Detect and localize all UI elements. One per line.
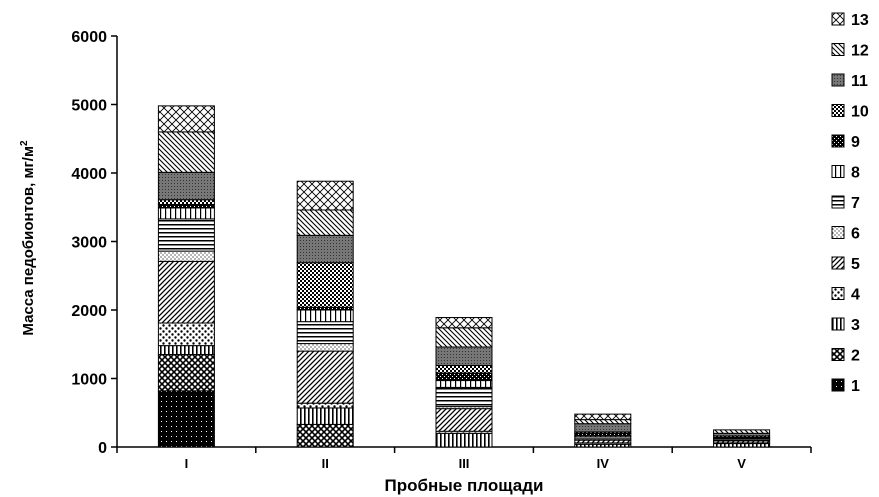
legend-swatch-7 [831, 195, 845, 209]
legend-swatch-12 [831, 43, 845, 56]
bar-segment-IV-series-13 [574, 413, 632, 421]
legend-swatch-9 [831, 134, 845, 148]
y-tick-group: 0 1000 2000 3000 4000 5000 6000 [71, 29, 117, 457]
bar-segment-V-series-12 [713, 429, 771, 434]
bar-group [157, 105, 771, 448]
x-tick-group: I II III IV V [116, 447, 812, 471]
y-axis-label-superscript: 2 [19, 140, 30, 146]
bar-segment-IV-series-12 [574, 419, 632, 425]
legend-label-13: 13 [851, 12, 869, 29]
bar-segment-III-series-8 [435, 380, 493, 388]
legend-swatch-5 [831, 256, 845, 270]
legend-swatch-11 [831, 73, 845, 87]
bar-segment-II-series-4 [296, 402, 354, 409]
bar-segment-III-series-10 [435, 364, 493, 374]
legend-label-11: 11 [851, 73, 868, 90]
bar-segment-V-series-3 [713, 443, 771, 448]
bar-segment-II-series-8 [296, 309, 354, 323]
x-tick-label: V [737, 456, 746, 471]
bar-segment-II-series-11 [296, 234, 354, 264]
bar-segment-I-series-4 [157, 322, 215, 347]
legend-label-10: 10 [851, 104, 869, 121]
bar-segment-I-series-11 [157, 171, 215, 201]
bar-segment-II-series-5 [296, 350, 354, 404]
legend-swatch-4 [831, 287, 845, 300]
bar-segment-II-series-13 [296, 180, 354, 211]
y-tick-label: 1000 [71, 372, 107, 389]
bar-segment-I-series-2 [157, 354, 215, 392]
bar-segment-II-series-6 [296, 343, 354, 352]
x-tick-label: IV [597, 456, 610, 471]
y-axis-label-main: Масса педобионтов, мг/м [20, 146, 37, 336]
bar-segment-I-series-9 [157, 204, 215, 209]
x-axis-label: Пробные площади [385, 476, 544, 495]
legend-label-1: 1 [851, 378, 860, 395]
bar-segment-II-series-10 [296, 262, 354, 308]
bar-segment-III-series-9 [435, 372, 493, 382]
legend-swatch-13 [831, 12, 845, 26]
bar-segment-III-series-7 [435, 386, 493, 408]
legend-label-7: 7 [851, 195, 860, 212]
bar-segment-I-series-1 [157, 390, 215, 448]
bar-segment-II-series-7 [296, 321, 354, 345]
legend-label-8: 8 [851, 165, 860, 182]
bar-segment-I-series-13 [157, 105, 215, 133]
bar-segment-II-series-2 [296, 423, 354, 448]
y-tick-label: 4000 [71, 166, 107, 183]
legend-label-3: 3 [851, 317, 860, 334]
legend-label-4: 4 [851, 287, 860, 304]
legend-swatch-6 [831, 226, 845, 239]
bar-segment-I-series-10 [157, 199, 215, 206]
bar-segment-III-series-12 [435, 327, 493, 348]
x-tick-label: II [322, 456, 329, 471]
x-tick-label: I [185, 456, 189, 471]
legend-label-9: 9 [851, 134, 860, 151]
y-axis-label: Масса педобионтов, мг/м2 [19, 140, 37, 336]
legend: 13 12 11 10 9 8 7 6 5 4 3 2 1 [831, 12, 869, 395]
bar-segment-I-series-5 [157, 260, 215, 324]
legend-swatch-10 [831, 104, 845, 117]
bar-segment-I-series-8 [157, 207, 215, 220]
y-tick-label: 6000 [71, 29, 107, 46]
bar-segment-I-series-12 [157, 131, 215, 173]
bar-segment-III-series-5 [435, 408, 493, 432]
legend-swatch-8 [831, 165, 845, 178]
legend-swatch-2 [831, 348, 845, 361]
bar-segment-II-series-12 [296, 209, 354, 236]
bar-segment-IV-series-11 [574, 423, 632, 433]
y-tick-label: 0 [98, 440, 107, 457]
legend-label-5: 5 [851, 256, 860, 273]
bar-segment-III-series-11 [435, 346, 493, 366]
legend-swatch-3 [831, 317, 845, 331]
bar-segment-III-series-3 [435, 432, 493, 448]
bar-segment-II-series-3 [296, 407, 354, 425]
bar-segment-III-series-13 [435, 317, 493, 329]
bar-segment-I-series-6 [157, 250, 215, 262]
legend-swatch-1 [831, 378, 845, 392]
legend-label-6: 6 [851, 226, 860, 243]
bar-segment-I-series-7 [157, 218, 215, 252]
legend-label-12: 12 [851, 43, 869, 60]
legend-label-2: 2 [851, 348, 860, 365]
y-tick-label: 5000 [71, 98, 107, 115]
y-tick-label: 3000 [71, 235, 107, 252]
y-tick-label: 2000 [71, 303, 107, 320]
bar-segment-I-series-3 [157, 345, 215, 356]
x-tick-label: III [459, 456, 470, 471]
